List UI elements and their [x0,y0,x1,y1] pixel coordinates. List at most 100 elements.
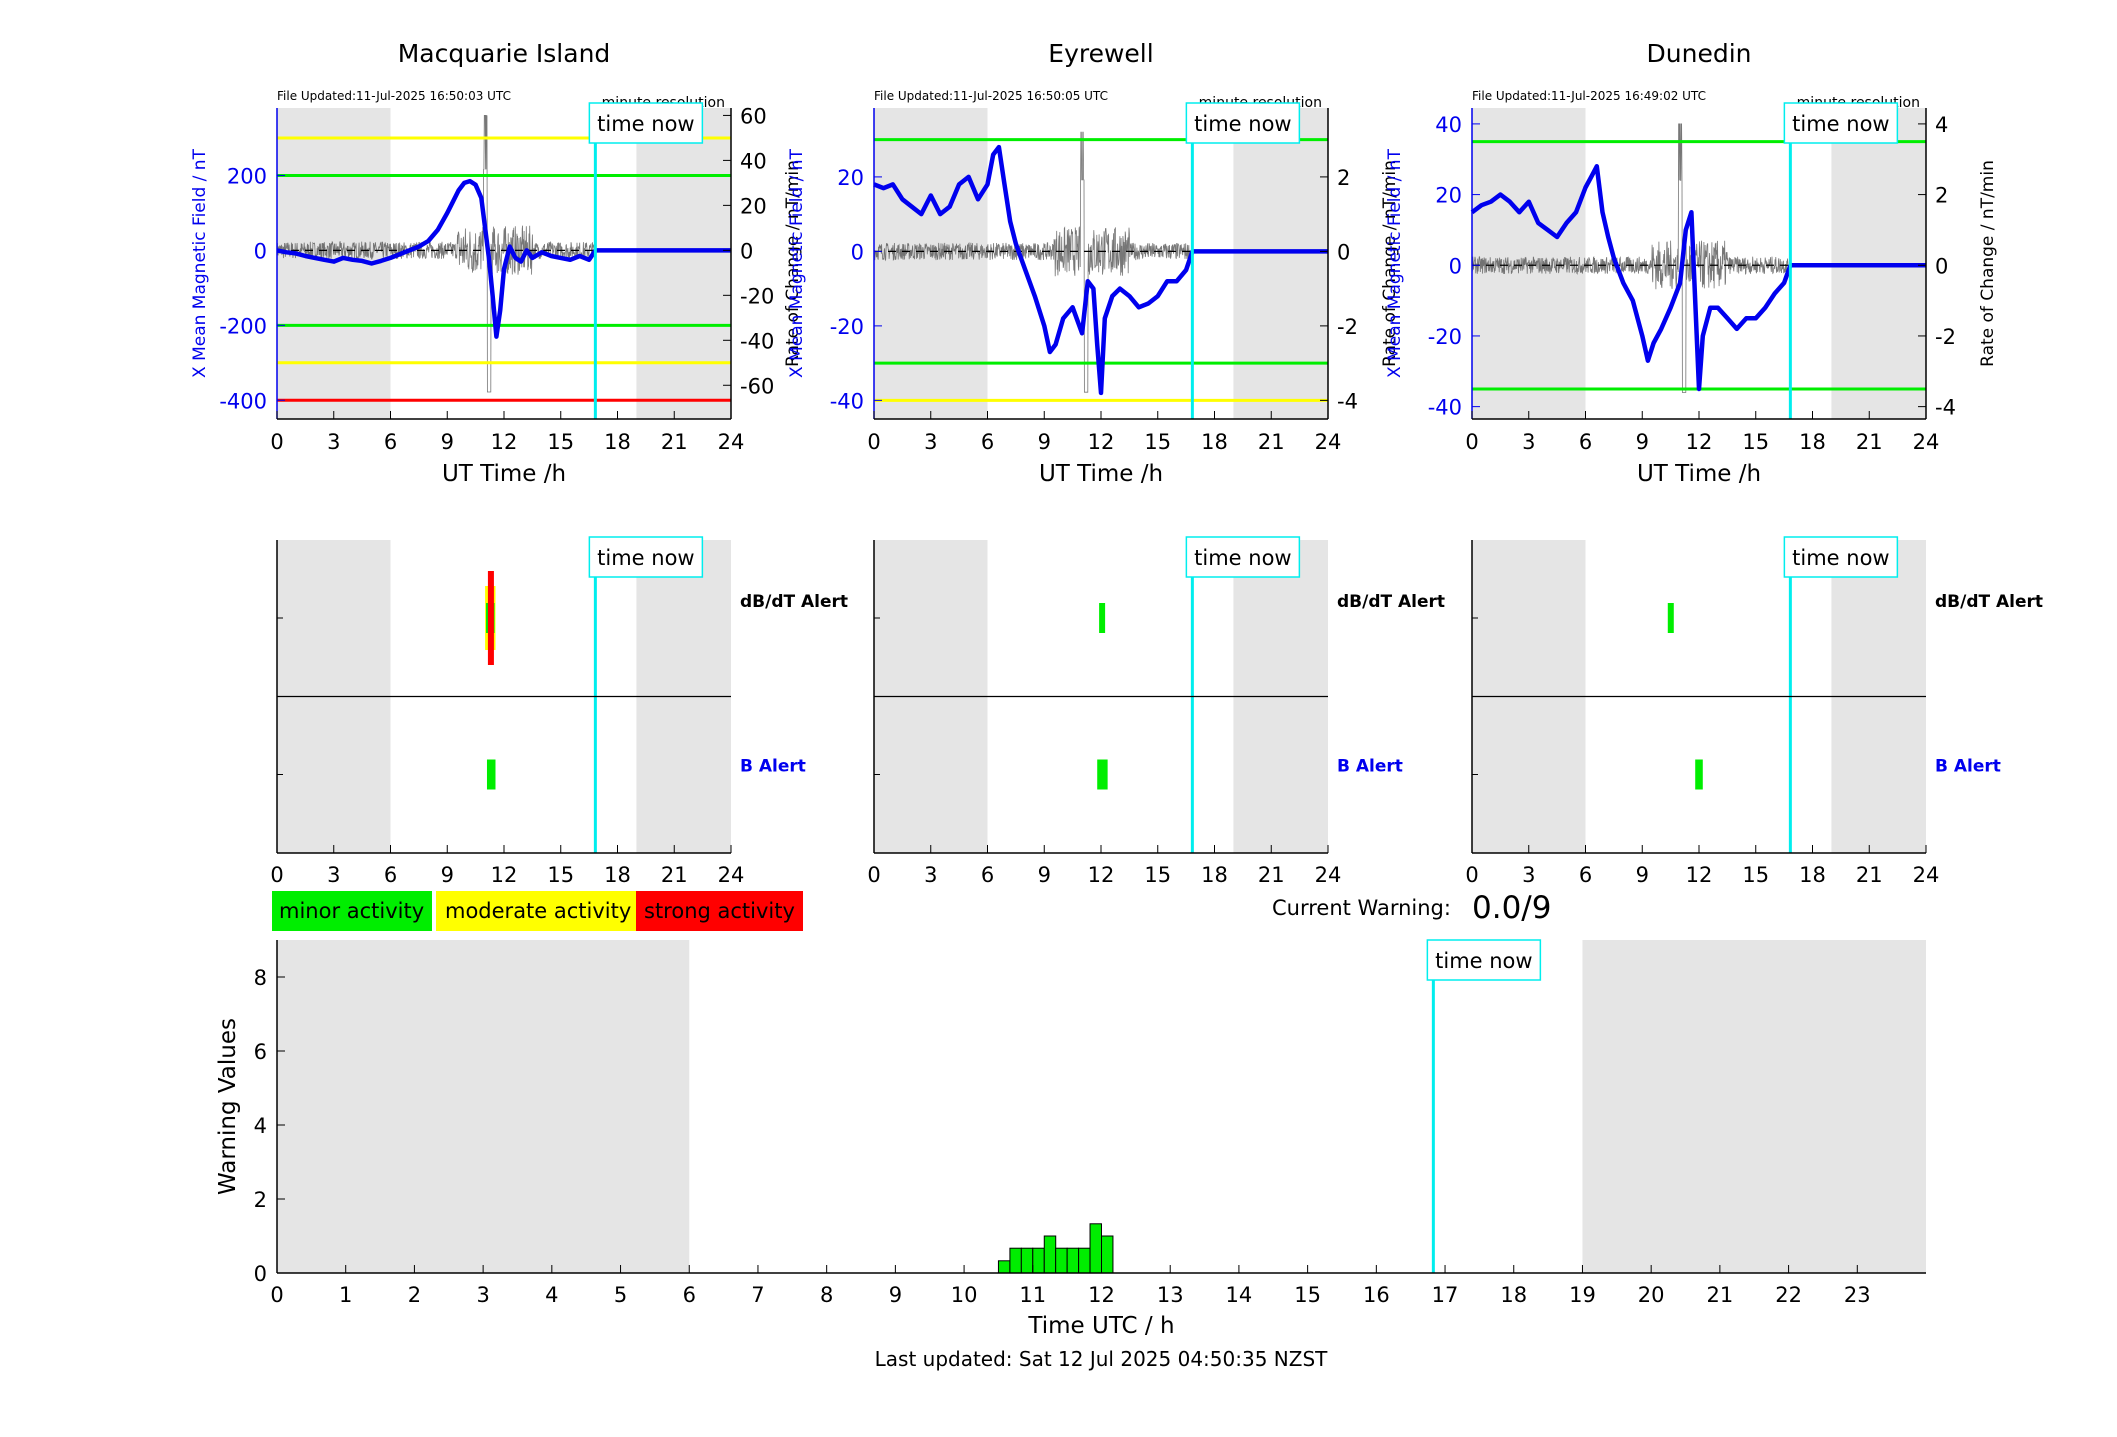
legend-label-strong: strong activity [644,899,795,923]
x-tick-label-1-0: 0 [867,430,880,454]
x-tick-label-alert-1-6: 18 [1201,863,1228,887]
x-tick-label-warn-11: 11 [1019,1283,1046,1307]
x-tick-label-0-3: 9 [441,430,454,454]
x-tick-label-1-8: 24 [1315,430,1342,454]
warning-bar-6 [1066,1247,1080,1274]
legend-swatch-moderate [436,891,636,931]
x-tick-label-2-7: 21 [1856,430,1883,454]
x-axis-label-1: UT Time /h [1039,461,1163,487]
x-tick-label-warn-13: 13 [1157,1283,1184,1307]
x-tick-label-0-6: 18 [604,430,631,454]
x-tick-label-alert-0-1: 3 [327,863,340,887]
warning-bar-3 [1032,1247,1045,1274]
x-tick-label-0-2: 6 [384,430,397,454]
time-now-label-alert-2: time now [1792,546,1889,570]
x-tick-label-0-7: 21 [661,430,688,454]
time-now-box-top-1 [1185,102,1301,144]
file-updated-1: File Updated:11-Jul-2025 16:50:05 UTC [874,89,1108,103]
y-right-tick-label-2-1: -2 [1935,325,1956,349]
y-tick-label-0-3: 200 [227,164,267,188]
x-tick-label-alert-0-7: 21 [661,863,688,887]
b-alert-label-2: B Alert [1935,757,2001,777]
warn-y-tick-label-3: 6 [254,1040,267,1064]
x-tick-label-alert-2-0: 0 [1465,863,1478,887]
y-right-tick-label-0-1: -40 [740,329,774,353]
alert-mark-b-0-0 [486,759,496,790]
y-tick-label-2-2: 0 [1449,254,1462,278]
y-right-tick-label-0-5: 40 [740,149,767,173]
file-updated-0: File Updated:11-Jul-2025 16:50:03 UTC [277,89,511,103]
x-tick-label-alert-1-2: 6 [981,863,994,887]
legend-swatch-minor [272,891,432,931]
dbdt-alert-label-1: dB/dT Alert [1337,592,1445,612]
x-axis-label-2: UT Time /h [1637,461,1761,487]
x-tick-label-1-2: 6 [981,430,994,454]
x-tick-label-alert-1-0: 0 [867,863,880,887]
field-series-line-2-0 [1470,164,1793,392]
y-tick-label-0-2: 0 [254,239,267,263]
x-tick-label-warn-4: 4 [545,1283,558,1307]
x-tick-label-2-0: 0 [1465,430,1478,454]
field-series-line-1-0 [873,144,1195,396]
warning-bar-9 [1101,1235,1114,1274]
x-tick-label-alert-2-2: 6 [1579,863,1592,887]
x-tick-label-alert-0-3: 9 [441,863,454,887]
x-tick-label-warn-23: 23 [1844,1283,1871,1307]
legend-label-minor: minor activity [279,899,424,923]
warn-y-tick-label-2: 4 [254,1114,267,1138]
y-right-tick-label-0-2: -20 [740,284,774,308]
y-tick-label-2-4: 40 [1435,113,1462,137]
time-now-label-warn: time now [1435,949,1532,973]
x-tick-label-alert-0-5: 15 [547,863,574,887]
b-alert-label-1: B Alert [1337,757,1403,777]
x-tick-label-0-0: 0 [270,430,283,454]
x-tick-label-0-8: 24 [718,430,745,454]
x-tick-label-1-5: 15 [1144,430,1171,454]
warn-y-axis-label: Warning Values [215,1018,241,1195]
y-right-axis-label-2: Rate of Change / nT/min [1978,160,1998,367]
x-tick-label-1-1: 3 [924,430,937,454]
x-tick-label-warn-8: 8 [820,1283,833,1307]
warn-x-axis-label: Time UTC / h [1027,1313,1174,1339]
x-tick-label-2-5: 15 [1742,430,1769,454]
dbdt-alert-label-0: dB/dT Alert [740,592,848,612]
night-shade-1-1 [1233,108,1328,419]
x-tick-label-alert-1-7: 21 [1258,863,1285,887]
alert-mark-b-1-0 [1097,759,1108,790]
x-tick-label-alert-0-8: 24 [718,863,745,887]
x-tick-label-warn-21: 21 [1707,1283,1734,1307]
panel-title-0: Macquarie Island [398,39,611,68]
rate-of-change-line-0 [276,115,596,393]
time-now-box-top-0 [588,102,704,144]
warning-bar-4 [1043,1235,1057,1274]
x-tick-label-alert-1-5: 15 [1144,863,1171,887]
y-right-axis-label-1: Rate of Change / nT/min [1380,160,1400,367]
x-tick-label-1-3: 9 [1038,430,1051,454]
x-tick-label-0-5: 15 [547,430,574,454]
x-tick-label-1-7: 21 [1258,430,1285,454]
rate-of-change-line-2 [1471,123,1791,393]
x-tick-label-alert-0-0: 0 [270,863,283,887]
y-right-tick-label-0-3: 0 [740,239,753,263]
warning-bar-5 [1055,1247,1068,1274]
y-tick-label-0-1: -200 [219,314,267,338]
y-tick-label-2-0: -40 [1428,396,1462,420]
warn-y-tick-label-0: 0 [254,1262,267,1286]
x-tick-label-2-3: 9 [1636,430,1649,454]
y-right-tick-label-1-0: -4 [1337,389,1358,413]
time-now-box-top-2 [1783,102,1899,144]
y-right-tick-label-2-4: 4 [1935,113,1948,137]
y-tick-label-0-0: -400 [219,389,267,413]
x-tick-label-2-1: 3 [1522,430,1535,454]
x-tick-label-2-2: 6 [1579,430,1592,454]
time-now-label-alert-0: time now [597,546,694,570]
x-tick-label-alert-0-2: 6 [384,863,397,887]
dbdt-alert-label-2: dB/dT Alert [1935,592,2043,612]
x-tick-label-warn-2: 2 [408,1283,421,1307]
x-tick-label-1-6: 18 [1201,430,1228,454]
warning-bar-8 [1089,1223,1102,1274]
x-tick-label-warn-12: 12 [1088,1283,1115,1307]
y-tick-label-2-3: 20 [1435,184,1462,208]
rate-of-change-line-1 [873,131,1193,393]
